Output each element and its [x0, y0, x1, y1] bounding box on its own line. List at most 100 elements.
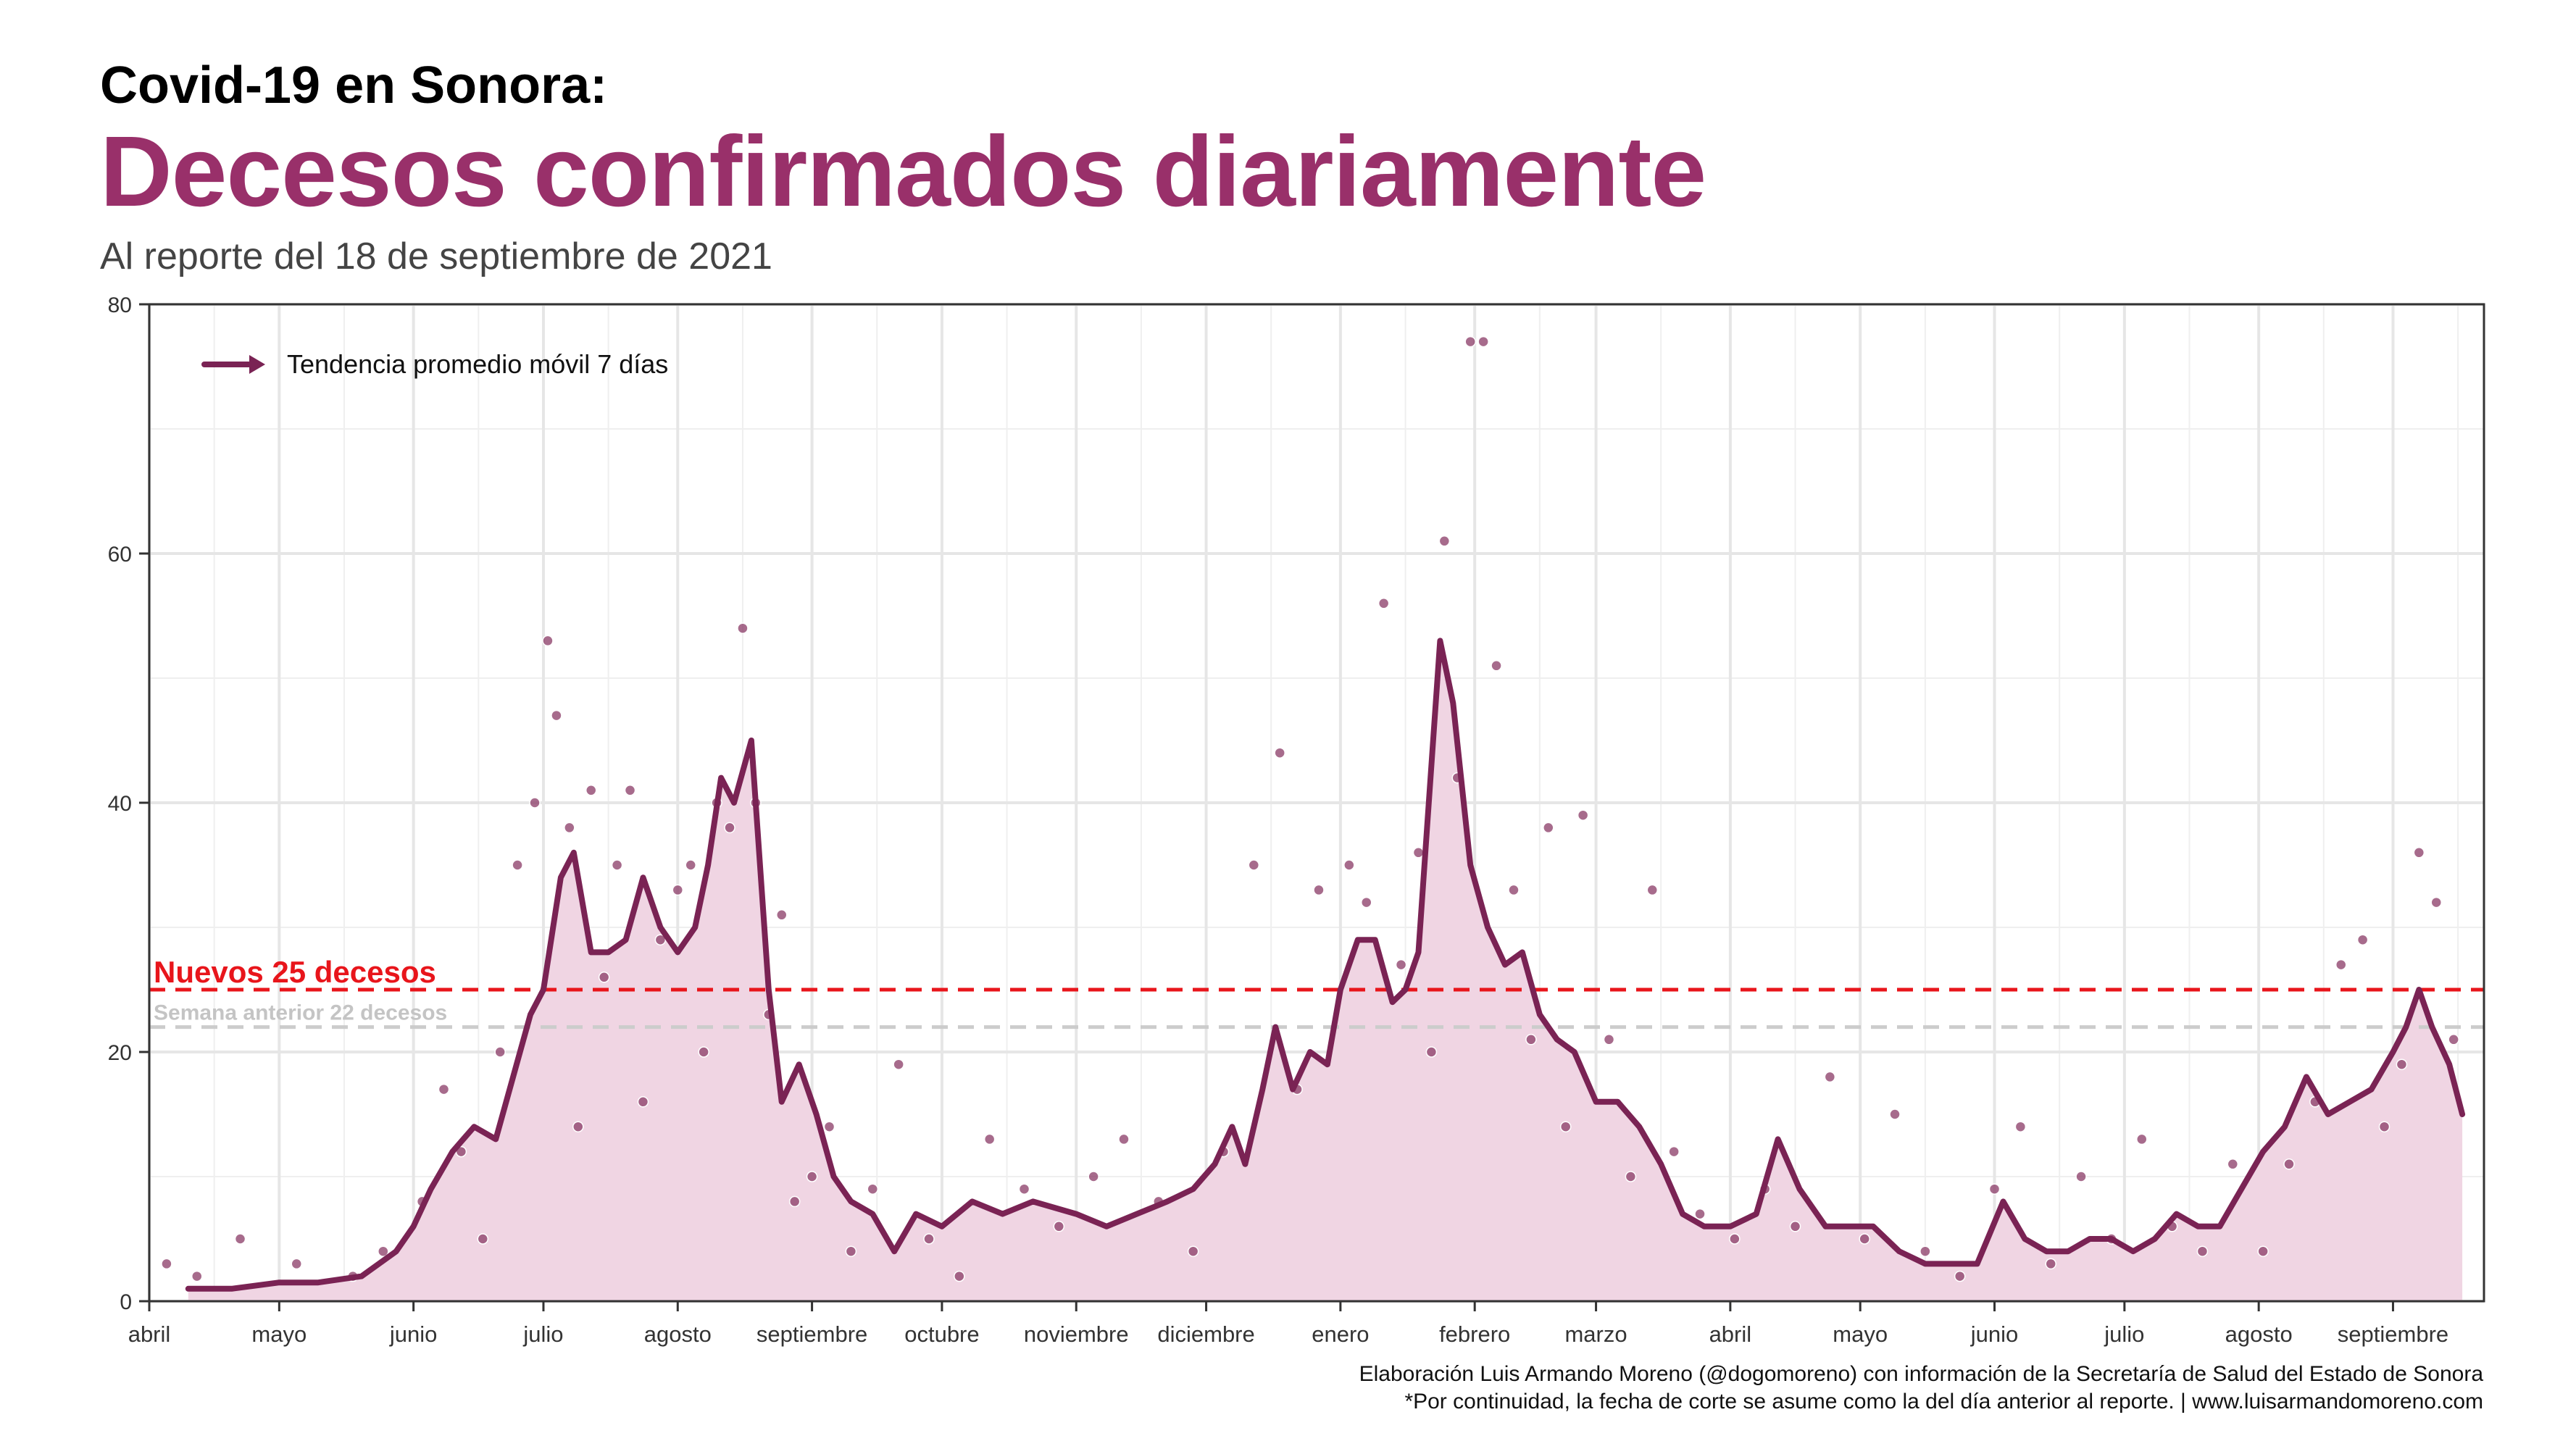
daily-point — [542, 635, 554, 647]
daily-point — [1425, 1046, 1438, 1058]
x-tick-label: julio — [2104, 1321, 2144, 1347]
source-credit: Elaboración Luis Armando Moreno (@dogomo… — [1359, 1362, 2483, 1386]
daily-point — [1525, 1034, 1537, 1045]
daily-point — [1577, 809, 1589, 821]
daily-point — [1508, 884, 1520, 896]
y-tick-label: 40 — [108, 792, 132, 816]
daily-point — [775, 909, 788, 921]
daily-point — [893, 1058, 904, 1070]
daily-point — [378, 1245, 389, 1257]
x-tick-label: agosto — [644, 1321, 712, 1347]
daily-point — [1477, 335, 1489, 348]
daily-point — [2335, 959, 2347, 971]
daily-point — [2430, 896, 2442, 909]
reference-lines: Nuevos 25 decesos Semana anterior 22 dece… — [149, 955, 2484, 1030]
daily-point — [1313, 884, 1325, 896]
y-tick-label: 80 — [108, 293, 132, 317]
daily-point — [2196, 1245, 2209, 1257]
chart-title: Decesos confirmados diariamente — [100, 116, 1706, 227]
daily-point — [1377, 598, 1390, 609]
x-tick-label: junio — [1970, 1321, 2019, 1347]
daily-point — [585, 785, 597, 796]
daily-point — [1920, 1245, 1931, 1257]
daily-point — [1824, 1071, 1836, 1083]
x-tick-label: julio — [522, 1321, 563, 1347]
x-tick-label: diciembre — [1157, 1321, 1254, 1347]
daily-point — [1018, 1183, 1030, 1195]
daily-point — [654, 934, 667, 945]
daily-point — [2448, 1034, 2459, 1045]
daily-point — [1988, 1183, 2001, 1195]
daily-point — [191, 1270, 203, 1282]
daily-point — [2413, 847, 2425, 859]
daily-point — [1543, 822, 1554, 834]
daily-point — [1118, 1133, 1130, 1145]
x-tick-label: marzo — [1564, 1321, 1627, 1347]
daily-point — [685, 859, 696, 871]
x-tick-label: abril — [128, 1321, 171, 1347]
daily-point — [2136, 1133, 2148, 1145]
daily-point — [672, 884, 684, 896]
daily-point — [2075, 1171, 2087, 1182]
daily-point — [1464, 335, 1476, 348]
y-tick-label: 20 — [108, 1041, 132, 1065]
x-tick-label: enero — [1312, 1321, 1369, 1347]
daily-point — [867, 1183, 879, 1195]
daily-point — [1954, 1270, 1966, 1282]
daily-point — [1395, 959, 1407, 971]
current-reference-label: Nuevos 25 decesos — [154, 955, 436, 989]
x-tick-label: noviembre — [1024, 1321, 1129, 1347]
daily-point — [1248, 859, 1260, 871]
daily-point — [1646, 884, 1659, 896]
daily-point — [923, 1233, 935, 1245]
legend-label: Tendencia promedio móvil 7 días — [287, 349, 668, 379]
daily-point — [564, 822, 575, 834]
daily-point — [598, 972, 610, 983]
daily-point — [2283, 1158, 2295, 1170]
chart-subtitle: Al reporte del 18 de septiembre de 2021 — [100, 235, 772, 277]
daily-point — [724, 822, 735, 834]
area-layer — [188, 640, 2463, 1301]
x-tick-label: mayo — [251, 1321, 307, 1347]
daily-point — [2045, 1258, 2056, 1270]
daily-point — [698, 1046, 709, 1058]
daily-point — [2356, 934, 2369, 945]
daily-point — [512, 859, 523, 871]
daily-point — [2257, 1245, 2269, 1257]
daily-point — [2014, 1121, 2027, 1132]
daily-point — [1694, 1208, 1706, 1220]
x-tick-label: junio — [389, 1321, 438, 1347]
x-tick-label: febrero — [1439, 1321, 1510, 1347]
trend-layer — [185, 638, 2466, 1292]
daily-point — [234, 1233, 246, 1245]
daily-point — [1088, 1171, 1099, 1182]
daily-point — [494, 1046, 506, 1058]
x-tick-label: abril — [1709, 1321, 1752, 1347]
daily-point — [572, 1121, 584, 1132]
daily-point — [2227, 1158, 2239, 1170]
previous-week-label: Semana anterior 22 decesos — [154, 1001, 447, 1025]
daily-point — [1603, 1034, 1615, 1045]
daily-point — [1412, 847, 1425, 859]
daily-point — [2396, 1058, 2408, 1070]
axes-layer: 0 20 40 60 80 abril mayo junio julio agosto septie… — [108, 293, 2485, 1347]
daily-point — [1625, 1171, 1637, 1182]
daily-point — [1187, 1245, 1199, 1257]
daily-point — [1343, 859, 1355, 871]
daily-point — [788, 1195, 801, 1208]
daily-point — [438, 1083, 450, 1095]
x-tick-label: septiembre — [2338, 1321, 2448, 1347]
legend-key-arrow — [249, 355, 265, 374]
daily-point — [1668, 1145, 1680, 1158]
daily-point — [551, 709, 562, 722]
daily-point — [983, 1133, 996, 1145]
x-tick-label: septiembre — [756, 1321, 867, 1347]
daily-point — [1889, 1108, 1901, 1120]
daily-point — [1789, 1221, 1801, 1232]
daily-point — [1274, 747, 1285, 759]
daily-point — [954, 1270, 965, 1282]
x-tick-label: agosto — [2225, 1321, 2293, 1347]
x-tick-label: mayo — [1833, 1321, 1888, 1347]
daily-point — [845, 1245, 857, 1257]
